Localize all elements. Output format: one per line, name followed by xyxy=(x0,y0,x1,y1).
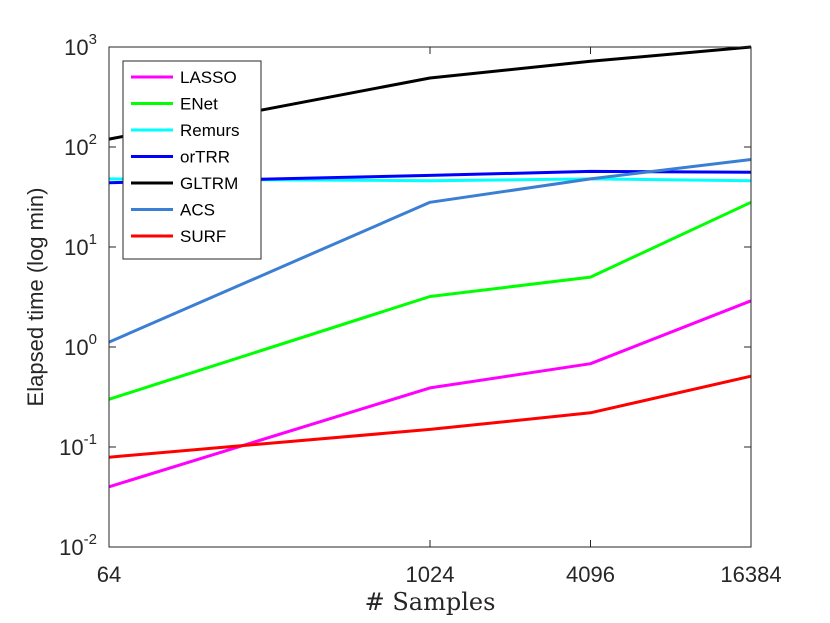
y-tick-label: 10-2 xyxy=(59,531,97,560)
y-tick-label: 101 xyxy=(64,231,97,260)
x-tick-label: 64 xyxy=(97,562,121,587)
legend-label-surf: SURF xyxy=(180,227,226,246)
series-line-gltrm xyxy=(108,45,752,141)
y-axis-label: Elapsed time (log min) xyxy=(23,188,48,407)
series-line-acs xyxy=(108,158,752,344)
series-layer xyxy=(108,45,752,489)
legend-box xyxy=(122,60,262,260)
y-tick-label: 102 xyxy=(64,131,97,160)
series-line-lasso xyxy=(108,299,752,489)
legend: LASSO ENet Remurs orTRR GLTRM ACS SURF xyxy=(122,60,262,260)
x-tick-label: 4096 xyxy=(566,562,615,587)
series-line-enet xyxy=(108,200,752,401)
legend-label-remurs: Remurs xyxy=(180,121,240,140)
legend-label-lasso: LASSO xyxy=(180,68,237,87)
series-line-surf xyxy=(108,374,752,459)
legend-label-gltrm: GLTRM xyxy=(180,174,238,193)
series-line-ortrr xyxy=(108,169,752,185)
ticks-layer: 64 1024 4096 16384 10-2 10-1 100 101 102 103 xyxy=(59,31,781,587)
legend-label-enet: ENet xyxy=(180,95,218,114)
y-tick-label: 103 xyxy=(64,31,97,60)
x-tick-label: 1024 xyxy=(406,562,455,587)
x-tick-label: 16384 xyxy=(720,562,781,587)
x-axis-label: # Samples xyxy=(365,588,496,616)
legend-label-ortrr: orTRR xyxy=(180,148,230,167)
legend-label-acs: ACS xyxy=(180,201,215,220)
y-tick-label: 100 xyxy=(64,331,97,360)
y-tick-label: 10-1 xyxy=(59,431,97,460)
